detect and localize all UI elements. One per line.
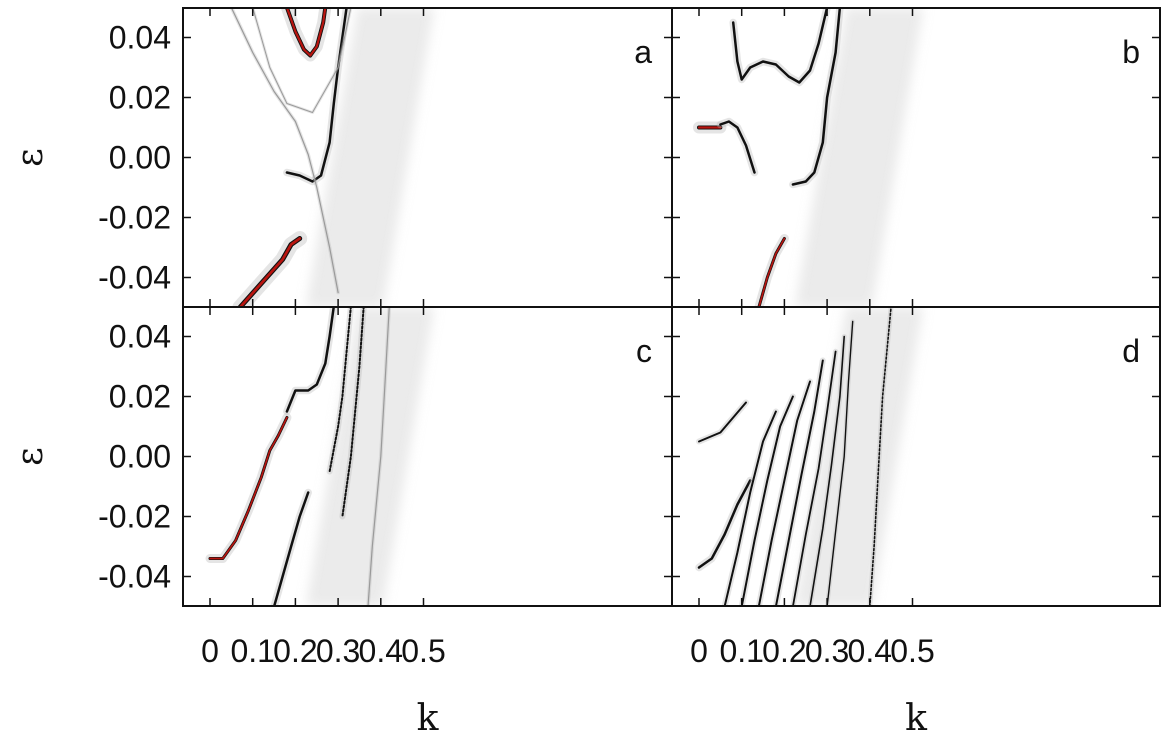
axes: 0.04 0.02 0.00 -0.02 -0.04 ε 0.04 0.02 0.00 -0.02… (10, 20, 935, 736)
band-c-5 (367, 307, 390, 606)
band-d-8 (826, 320, 854, 606)
x-axis-title: k (417, 698, 440, 736)
x-axis-title: k (905, 698, 928, 736)
x-tick-label: 0.3 (316, 633, 360, 669)
panel-b: b (671, 7, 1161, 308)
band-d-1 (698, 401, 747, 443)
panel-frame (671, 306, 1161, 607)
panel-a: a (182, 7, 673, 308)
band-peak-b-2 (758, 237, 786, 307)
band-d-5 (774, 359, 824, 606)
x-tick-label: 0 (690, 633, 708, 669)
band-c-4 (341, 307, 365, 518)
y-tick-label: 0.02 (109, 80, 171, 116)
y-tick-label: -0.02 (98, 200, 171, 236)
band-b-1 (719, 120, 756, 174)
y-axis-title: ε (10, 148, 51, 167)
band-d-0 (697, 479, 752, 569)
band-d-6 (792, 350, 837, 606)
x-tick-label: 0.1 (230, 633, 274, 669)
x-tick-label: 0.1 (719, 633, 763, 669)
panel-label: b (1122, 34, 1140, 70)
band-peak-a-2 (285, 8, 327, 57)
band-a-4 (252, 8, 352, 113)
y-tick-label: -0.02 (98, 499, 171, 535)
y-tick-label: 0.00 (109, 439, 171, 475)
y-tick-label: -0.04 (98, 260, 171, 296)
y-tick-label: 0.04 (109, 20, 171, 56)
band-d-9 (869, 307, 892, 606)
band-a-1 (285, 8, 348, 183)
band-b-3 (791, 8, 842, 186)
band-d-2 (723, 410, 777, 606)
y-tick-label: 0.04 (109, 319, 171, 355)
band-a-3 (230, 8, 339, 294)
band-b-4 (731, 8, 829, 84)
band-d-7 (809, 335, 845, 606)
diffuse-spectral-weight (307, 8, 433, 307)
band-d-4 (757, 380, 811, 606)
y-axis-title: ε (10, 447, 51, 466)
x-tick-label: 0.3 (805, 633, 849, 669)
band-c-2 (272, 491, 310, 606)
x-tick-label: 0.5 (401, 633, 445, 669)
panel-label: c (636, 333, 652, 369)
x-tick-label: 0.4 (359, 633, 403, 669)
band-c-0 (208, 416, 289, 560)
x-tick-label: 0.5 (890, 633, 934, 669)
panel-c: c (182, 306, 673, 607)
x-tick-label: 0.2 (762, 633, 806, 669)
x-tick-label: 0.2 (273, 633, 317, 669)
x-tick-label: 0.4 (848, 633, 892, 669)
band-c-1 (285, 307, 335, 413)
panels: a b c d (182, 7, 1161, 607)
y-tick-label: 0.00 (109, 140, 171, 176)
y-tick-label: 0.02 (109, 379, 171, 415)
diffuse-spectral-weight (796, 8, 922, 307)
band-peak-c-0 (209, 416, 288, 560)
band-peak-a-0 (238, 237, 302, 307)
x-tick-label: 0 (201, 633, 219, 669)
panel-label: d (1122, 333, 1140, 369)
panel-label: a (634, 34, 652, 70)
panel-frame (671, 7, 1161, 308)
band-d-3 (740, 395, 794, 606)
panel-frame (182, 306, 673, 607)
panel-d: d (671, 306, 1161, 607)
y-tick-label: -0.04 (98, 559, 171, 595)
band-c-3 (328, 307, 352, 473)
panel-frame (182, 7, 673, 308)
diffuse-spectral-weight (796, 307, 922, 606)
